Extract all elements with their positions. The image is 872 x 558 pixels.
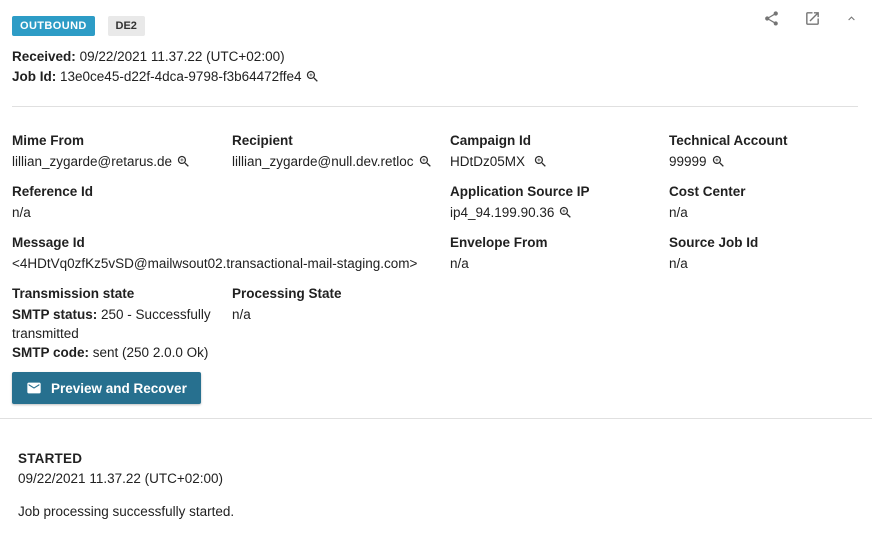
source-job-id-value: n/a [669,256,688,271]
magnifier-plus-icon[interactable] [711,154,726,169]
field-value: HDtDz05MX [450,152,655,171]
processing-state-value: n/a [232,307,251,322]
field-technical-account: Technical Account 99999 [669,132,860,171]
open-in-new-icon[interactable] [802,8,823,29]
field-recipient: Recipient lillian_zygarde@null.dev.retlo… [232,132,450,171]
field-cost-center: Cost Center n/a [669,183,860,222]
field-application-source-ip: Application Source IP ip4_94.199.90.36 [450,183,669,222]
received-value: 09/22/2021 11.37.22 (UTC+02:00) [79,49,285,64]
magnifier-plus-icon[interactable] [558,205,573,220]
job-id-label: Job Id: [12,68,57,84]
mime-from-value: lillian_zygarde@retarus.de [12,154,173,169]
timeline-divider [0,418,872,419]
field-message-id: Message Id <4HDtVq0zfKz5vSD@mailwsout02.… [12,234,450,273]
timeline-message: Job processing successfully started. [18,504,235,519]
smtp-code-value: sent (250 2.0.0 Ok) [92,345,209,360]
field-label: Processing State [232,286,342,301]
field-transmission-state: Transmission state SMTP status: 250 - Su… [12,285,232,362]
envelope-from-value: n/a [450,256,469,271]
field-label: Envelope From [450,235,548,250]
recipient-value: lillian_zygarde@null.dev.retloc [232,154,414,169]
field-envelope-from: Envelope From n/a [450,234,669,273]
field-label: Cost Center [669,184,746,199]
cost-center-value: n/a [669,205,688,220]
reference-id-value: n/a [12,205,31,220]
smtp-status-line: SMTP status: 250 - Successfully transmit… [12,305,218,343]
job-meta: Received: 09/22/2021 11.37.22 (UTC+02:00… [0,36,872,86]
timeline-section: STARTED 09/22/2021 11.37.22 (UTC+02:00) … [0,419,872,521]
field-label: Application Source IP [450,184,590,199]
message-id-value: <4HDtVq0zfKz5vSD@mailwsout02.transaction… [12,256,418,271]
preview-and-recover-label: Preview and Recover [51,380,187,396]
direction-badge: OUTBOUND [12,16,95,36]
field-value: lillian_zygarde@retarus.de [12,152,218,171]
job-id-value: 13e0ce45-d22f-4dca-9798-f3b64472ffe4 [60,68,302,84]
field-label: Transmission state [12,286,135,301]
header-divider [12,106,858,107]
smtp-code-label: SMTP code: [12,345,90,360]
timeline-status: STARTED [18,451,83,466]
field-label: Message Id [12,235,85,250]
field-processing-state: Processing State n/a [232,285,450,362]
field-label: Campaign Id [450,133,532,148]
field-mime-from: Mime From lillian_zygarde@retarus.de [12,132,232,171]
field-campaign-id: Campaign Id HDtDz05MX [450,132,669,171]
field-reference-id: Reference Id n/a [12,183,232,222]
smtp-status-label: SMTP status: [12,307,98,322]
magnifier-plus-icon[interactable] [305,69,320,84]
timeline-timestamp: 09/22/2021 11.37.22 (UTC+02:00) [18,471,224,486]
field-source-job-id: Source Job Id n/a [669,234,860,273]
chevron-up-icon[interactable] [843,10,860,27]
received-label: Received: [12,49,76,64]
field-grid: Mime From lillian_zygarde@retarus.de Rec… [0,107,872,362]
panel-header: OUTBOUND DE2 [0,0,872,36]
campaign-id-value: HDtDz05MX [450,154,526,169]
job-id-line: Job Id: 13e0ce45-d22f-4dca-9798-f3b64472… [12,67,860,87]
field-value: ip4_94.199.90.36 [450,203,655,222]
magnifier-plus-icon[interactable] [533,154,548,169]
magnifier-plus-icon[interactable] [418,154,433,169]
field-label: Recipient [232,133,293,148]
magnifier-plus-icon[interactable] [176,154,191,169]
header-actions [761,8,860,29]
preview-and-recover-button[interactable]: Preview and Recover [12,372,201,404]
received-line: Received: 09/22/2021 11.37.22 (UTC+02:00… [12,47,860,67]
envelope-icon [26,380,42,396]
region-badge: DE2 [107,16,145,36]
field-label: Mime From [12,133,85,148]
application-source-ip-value: ip4_94.199.90.36 [450,205,555,220]
technical-account-value: 99999 [669,154,707,169]
share-icon[interactable] [761,8,782,29]
smtp-code-line: SMTP code: sent (250 2.0.0 Ok) [12,343,218,362]
field-label: Source Job Id [669,235,759,250]
smtp-status-value: 250 - Successfully transmitted [12,307,211,341]
field-label: Technical Account [669,133,788,148]
field-value: lillian_zygarde@null.dev.retloc [232,152,436,171]
field-label: Reference Id [12,184,94,199]
field-value: 99999 [669,152,846,171]
